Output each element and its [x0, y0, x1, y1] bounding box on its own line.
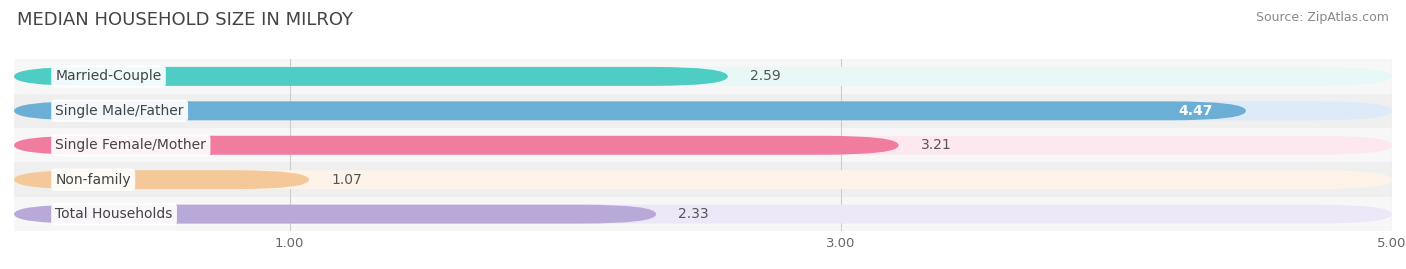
FancyBboxPatch shape — [14, 67, 728, 86]
Text: Source: ZipAtlas.com: Source: ZipAtlas.com — [1256, 11, 1389, 24]
FancyBboxPatch shape — [14, 170, 1392, 189]
Bar — [14, 128, 1392, 162]
Text: Married-Couple: Married-Couple — [55, 69, 162, 83]
Text: 2.59: 2.59 — [749, 69, 780, 83]
Text: 1.07: 1.07 — [330, 173, 361, 187]
Text: 3.21: 3.21 — [921, 138, 952, 152]
FancyBboxPatch shape — [14, 136, 1392, 155]
FancyBboxPatch shape — [14, 101, 1246, 120]
FancyBboxPatch shape — [14, 205, 1392, 224]
Bar — [14, 94, 1392, 128]
Bar — [14, 59, 1392, 94]
Bar — [14, 162, 1392, 197]
FancyBboxPatch shape — [14, 136, 898, 155]
FancyBboxPatch shape — [14, 170, 309, 189]
Text: 4.47: 4.47 — [1178, 104, 1213, 118]
Text: Non-family: Non-family — [55, 173, 131, 187]
Text: Single Female/Mother: Single Female/Mother — [55, 138, 207, 152]
Text: Total Households: Total Households — [55, 207, 173, 221]
Bar — [14, 197, 1392, 231]
Text: MEDIAN HOUSEHOLD SIZE IN MILROY: MEDIAN HOUSEHOLD SIZE IN MILROY — [17, 11, 353, 29]
Text: 2.33: 2.33 — [678, 207, 709, 221]
FancyBboxPatch shape — [14, 101, 1392, 120]
Text: Single Male/Father: Single Male/Father — [55, 104, 184, 118]
FancyBboxPatch shape — [14, 67, 1392, 86]
FancyBboxPatch shape — [14, 205, 657, 224]
